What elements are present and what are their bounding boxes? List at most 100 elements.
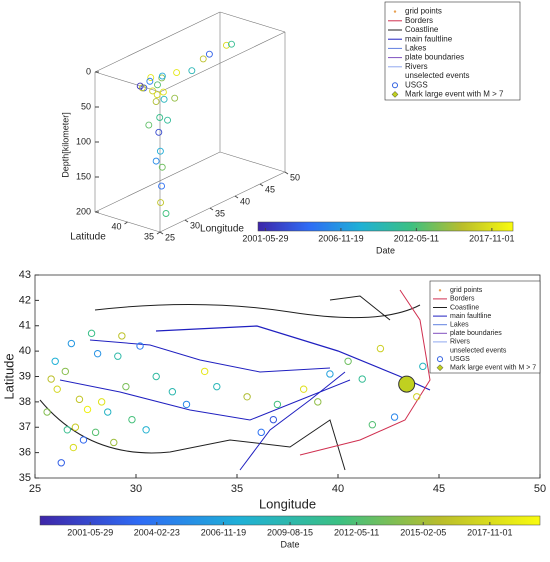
legend-swatch: [393, 10, 397, 13]
z-tick-label: 200: [76, 206, 91, 216]
x-tick: [184, 219, 189, 223]
event-marker: [159, 88, 167, 96]
box-edge: [219, 151, 286, 173]
legend-label: grid points: [405, 7, 442, 16]
event-marker: [97, 398, 106, 406]
legend-label: USGS: [405, 80, 428, 89]
event-marker: [376, 344, 385, 353]
colorbar-tick-label: 2009-08-15: [267, 527, 313, 537]
colorbar-tick-label: 2004-02-23: [134, 527, 180, 537]
event-marker: [257, 428, 265, 437]
event-marker: [213, 382, 221, 391]
event-marker: [53, 385, 61, 393]
legend-box: [384, 1, 521, 101]
x-axis-label: Longitude: [259, 496, 316, 511]
legend-swatch: [391, 91, 399, 98]
y-tick-label: 35: [19, 472, 31, 484]
legend-label: Rivers: [450, 339, 470, 346]
box-edge: [94, 151, 221, 213]
legend-label: main faultline: [450, 313, 491, 320]
event-marker: [152, 157, 160, 165]
event-marker: [87, 329, 96, 338]
x-tick-label: 35: [215, 208, 225, 218]
event-marker: [243, 393, 251, 401]
y-tick-label: 40: [111, 221, 121, 231]
event-marker: [171, 94, 179, 102]
colorbar-tick-label: 2015-02-05: [400, 527, 446, 537]
event-marker: [47, 375, 55, 383]
event-marker: [146, 77, 154, 85]
y-axis-label: Latitude: [1, 353, 16, 399]
box-edge: [94, 11, 221, 73]
event-marker: [138, 84, 146, 92]
event-marker: [71, 423, 80, 431]
event-marker: [145, 121, 153, 129]
event-marker: [154, 81, 161, 89]
large-event: [398, 375, 416, 393]
event-marker: [158, 182, 166, 190]
event-marker: [168, 388, 177, 396]
colorbar-label: Date: [280, 539, 299, 549]
event-marker: [147, 74, 155, 82]
event-marker: [158, 72, 166, 80]
event-marker: [205, 50, 213, 58]
event-marker: [91, 428, 100, 437]
event-marker: [419, 362, 427, 371]
fault-line: [59, 379, 351, 421]
event-marker: [61, 367, 70, 376]
event-marker: [149, 87, 157, 95]
event-marker: [299, 385, 308, 393]
event-marker: [57, 459, 65, 467]
colorbar: [257, 221, 514, 232]
event-marker: [273, 400, 282, 409]
event-marker: [314, 398, 322, 406]
x-tick-label: 45: [433, 483, 445, 495]
box-edge: [159, 31, 286, 93]
event-marker: [153, 91, 161, 99]
y-tick-label: 42: [19, 294, 31, 306]
event-marker: [136, 82, 144, 90]
legend-label: grid points: [450, 287, 483, 294]
y-tick-label: 35: [144, 231, 154, 241]
y-tick-label: 43: [19, 269, 31, 281]
x-tick-label: 30: [190, 220, 200, 230]
coastline: [94, 303, 421, 319]
x-tick-label: 30: [130, 483, 142, 495]
legend-label: Coastline: [405, 25, 439, 34]
event-marker: [156, 147, 164, 155]
legend-label: Coastline: [450, 304, 479, 311]
coastline: [329, 295, 391, 321]
event-marker: [51, 357, 59, 365]
event-marker: [199, 55, 207, 63]
z-tick-label: 100: [76, 136, 91, 146]
x-tick: [234, 195, 239, 199]
event-marker: [182, 400, 191, 409]
event-marker: [67, 339, 76, 348]
y-tick-label: 36: [19, 447, 31, 459]
x-tick: [209, 207, 214, 211]
event-marker: [158, 163, 166, 171]
x-tick-label: 40: [240, 196, 250, 206]
event-marker: [155, 128, 163, 136]
y-tick-label: 40: [19, 345, 31, 357]
colorbar-tick-label: 2006-11-19: [318, 233, 363, 243]
legend-label: main faultline: [405, 34, 453, 43]
event-marker: [358, 375, 366, 383]
coastline: [39, 399, 346, 471]
legend-swatch: [392, 82, 398, 89]
fault-line: [89, 339, 331, 373]
x-axis-label: Longitude: [200, 224, 244, 235]
x-tick-label: 40: [332, 483, 344, 495]
legend-label: unselected events: [450, 347, 507, 354]
colorbar-label: Date: [376, 245, 395, 255]
x-tick-label: 25: [29, 483, 41, 495]
legend-label: Rivers: [405, 62, 428, 71]
legend-swatch: [436, 364, 444, 372]
event-marker: [173, 69, 181, 77]
event-marker: [110, 438, 118, 447]
legend-label: plate boundaries: [405, 53, 464, 62]
legend-label: USGS: [450, 356, 470, 363]
event-marker: [104, 408, 112, 416]
z-tick-label: 150: [76, 171, 91, 181]
